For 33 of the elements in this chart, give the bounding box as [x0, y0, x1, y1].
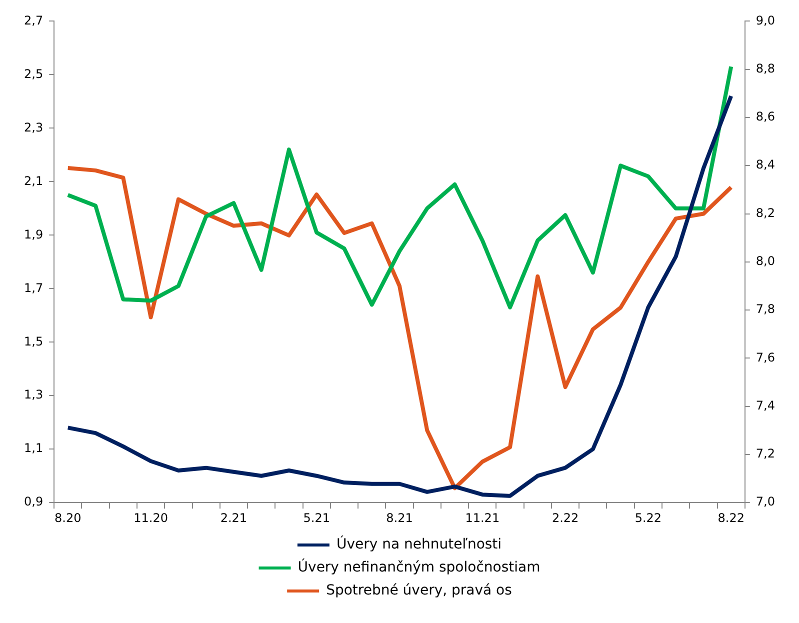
y-tick-label: 2,5: [24, 66, 44, 81]
x-tick-label: 2.22: [552, 510, 579, 525]
y2-tick-label: 7,0: [756, 494, 776, 509]
y2-tick-label: 9,0: [756, 13, 776, 28]
x-tick-label: 11.20: [134, 510, 168, 525]
y2-tick-label: 8,2: [756, 206, 776, 220]
y-tick-label: 1,3: [24, 388, 44, 402]
y-tick-label: 2,7: [24, 13, 44, 28]
legend-label: Úvery nefinančným spoločnostiam: [298, 558, 540, 576]
x-tick-label: 8.21: [386, 510, 413, 525]
y-tick-label: 1,5: [24, 334, 44, 348]
y-tick-label: 2,3: [24, 120, 44, 134]
y-tick-label: 1,7: [24, 280, 44, 295]
y2-tick-label: 7,4: [756, 398, 776, 412]
y-tick-label: 1,1: [24, 441, 44, 456]
x-tick-label: 11.21: [465, 510, 500, 525]
y2-tick-label: 7,8: [756, 302, 776, 316]
y2-tick-label: 8,4: [756, 158, 776, 172]
legend-label: Úvery na nehnuteľnosti: [336, 536, 502, 553]
y2-tick-label: 7,6: [756, 350, 776, 364]
legend-label: Spotrebné úvery, pravá os: [326, 582, 512, 599]
x-tick-label: 8.22: [718, 510, 744, 525]
x-tick-label: 5.22: [634, 510, 662, 525]
x-tick-label: 2.21: [220, 510, 248, 525]
y-tick-label: 2,1: [24, 174, 44, 188]
x-tick-label: 5.21: [303, 510, 330, 525]
y2-tick-label: 8,0: [756, 254, 776, 268]
y2-tick-label: 8,8: [756, 61, 776, 76]
x-tick-label: 8.20: [54, 510, 82, 525]
y-tick-label: 0,9: [24, 494, 44, 509]
y2-tick-label: 7,2: [756, 446, 776, 461]
y2-tick-label: 8,6: [756, 110, 776, 124]
y-tick-label: 1,9: [24, 227, 44, 242]
